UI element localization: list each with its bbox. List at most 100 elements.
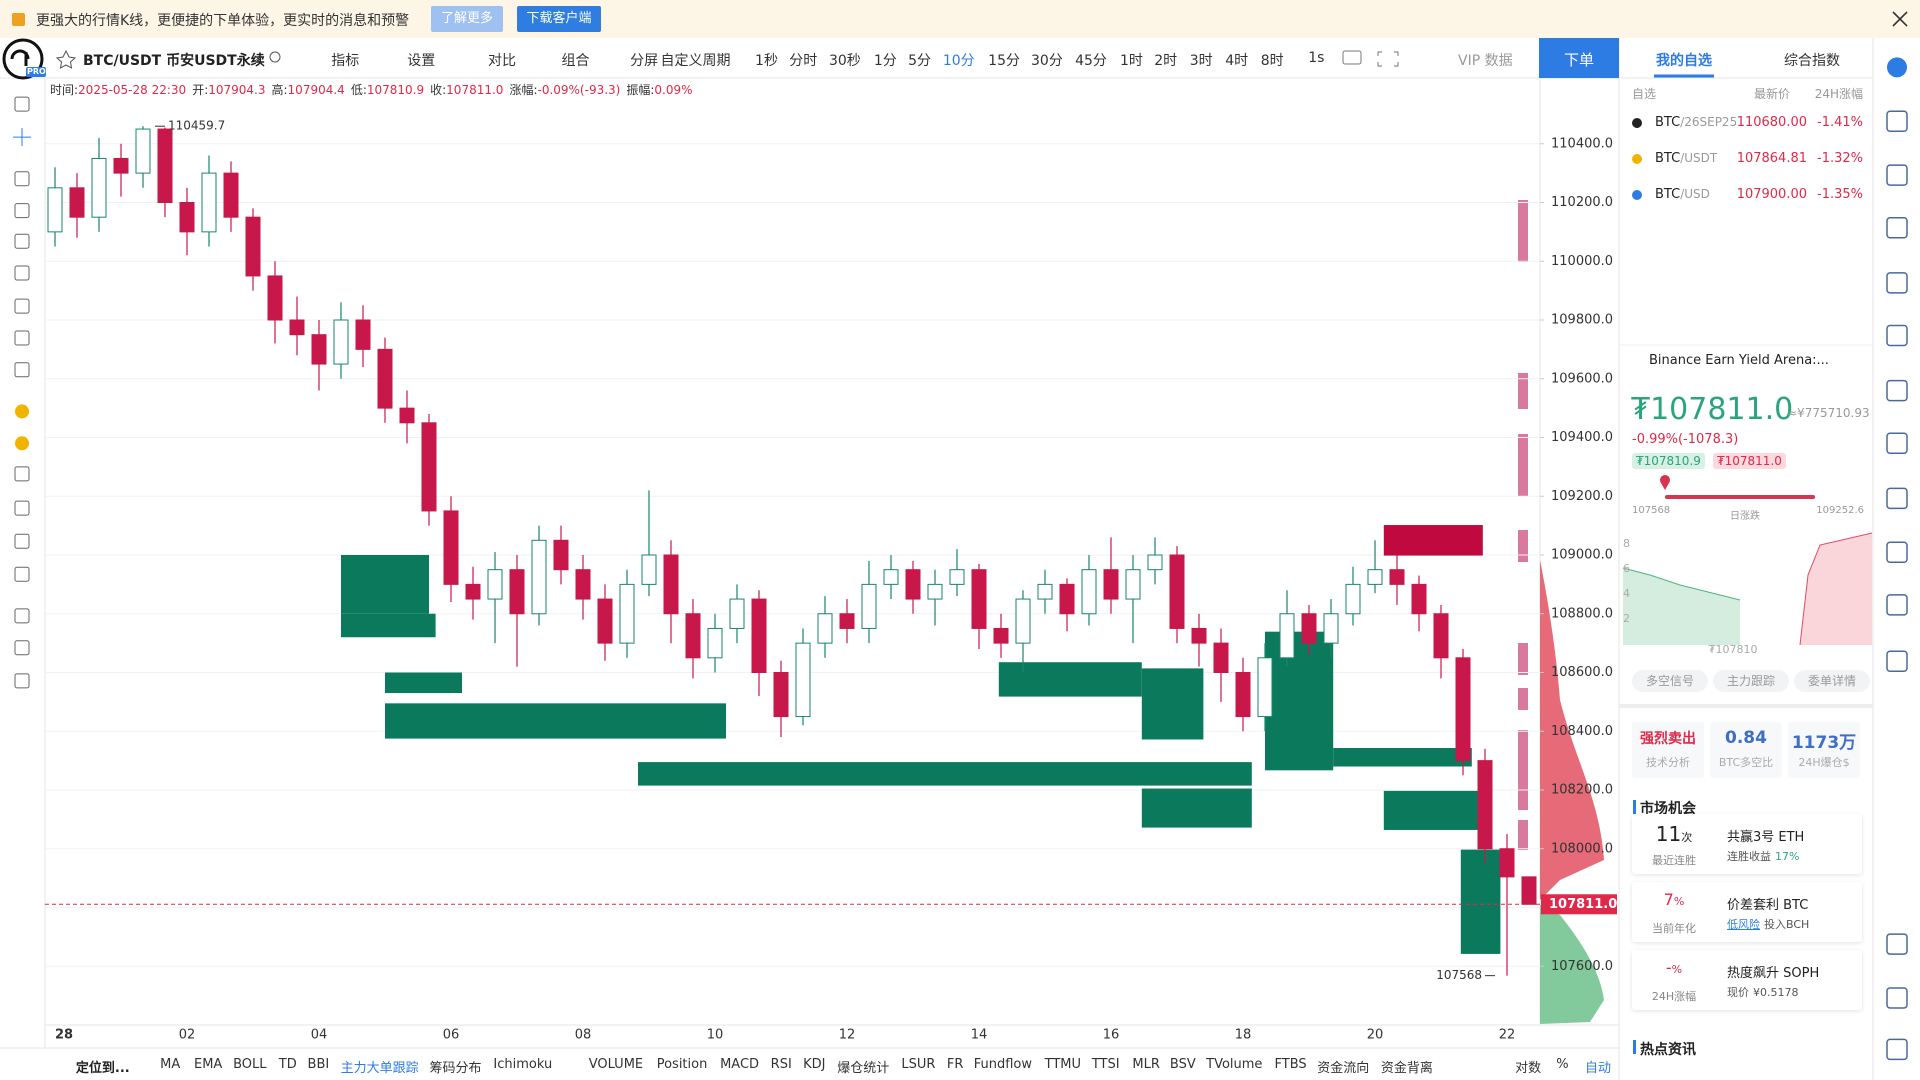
custom-period[interactable]: 自定义周期 bbox=[660, 53, 731, 69]
stat-card[interactable]: 强烈卖出 技术分析 bbox=[1632, 722, 1704, 778]
indicator-option[interactable]: BBI bbox=[307, 1057, 330, 1072]
side-icon[interactable] bbox=[1887, 57, 1907, 78]
side-icon[interactable] bbox=[1886, 164, 1908, 186]
indicator-option[interactable]: Ichimoku bbox=[493, 1057, 553, 1072]
indicator-option[interactable]: TD bbox=[278, 1057, 297, 1072]
indicator-option[interactable]: 爆仓统计 bbox=[837, 1061, 890, 1076]
tool-icon[interactable] bbox=[14, 640, 30, 656]
stat-card[interactable]: 0.84 BTC多空比 bbox=[1710, 722, 1782, 778]
star-icon[interactable] bbox=[55, 49, 77, 69]
stat-card[interactable]: 1173万 24H爆仓$ bbox=[1788, 722, 1860, 778]
indicator-option[interactable]: MACD bbox=[720, 1057, 760, 1072]
order-button-bg[interactable] bbox=[1539, 38, 1619, 78]
side-icon[interactable] bbox=[1886, 379, 1908, 402]
chart-control[interactable]: 对数 bbox=[1515, 1061, 1542, 1076]
camera-icon[interactable] bbox=[1342, 50, 1362, 65]
vip-data[interactable]: VIP 数据 bbox=[1457, 53, 1513, 69]
tool-icon[interactable] bbox=[14, 203, 30, 219]
side-icon[interactable] bbox=[1886, 110, 1908, 132]
signal-button[interactable]: 委单详情 bbox=[1794, 670, 1870, 692]
period-option[interactable]: 3时 bbox=[1189, 53, 1213, 69]
tool-icon[interactable] bbox=[14, 330, 30, 346]
news-ticker[interactable]: Binance Earn Yield Arena:... bbox=[1649, 353, 1829, 368]
order-button[interactable]: 下单 bbox=[1563, 51, 1595, 69]
toolbar-tool[interactable]: 分屏 bbox=[630, 53, 659, 69]
period-option[interactable]: 1分 bbox=[873, 53, 897, 69]
side-icon[interactable] bbox=[1886, 594, 1908, 616]
side-icon[interactable] bbox=[1886, 272, 1908, 294]
opportunity-card[interactable]: -% 24H涨幅 热度飙升 SOPH 现价 ¥0.5178 bbox=[1632, 950, 1862, 1010]
tool-icon[interactable] bbox=[14, 566, 30, 582]
side-icon[interactable] bbox=[1886, 1038, 1908, 1061]
toolbar-tool[interactable]: 设置 bbox=[407, 53, 436, 69]
period-option[interactable]: 15分 bbox=[988, 53, 1020, 69]
side-icon[interactable] bbox=[1886, 650, 1908, 672]
indicator-option[interactable]: TTSI bbox=[1091, 1057, 1120, 1072]
watchlist-tab[interactable]: 我的自选 bbox=[1656, 53, 1712, 69]
period-option[interactable]: 4时 bbox=[1225, 53, 1249, 69]
toolbar-tool[interactable]: 对比 bbox=[488, 53, 517, 69]
side-icon[interactable] bbox=[1886, 987, 1908, 1009]
search-icon[interactable] bbox=[269, 51, 281, 63]
period-option[interactable]: 分时 bbox=[789, 53, 818, 69]
period-option[interactable]: 45分 bbox=[1075, 53, 1107, 69]
interval[interactable]: 1s bbox=[1308, 50, 1325, 66]
indicator-option[interactable]: VOLUME bbox=[588, 1057, 644, 1072]
period-option[interactable]: 5分 bbox=[908, 53, 932, 69]
indicator-option[interactable]: RSI bbox=[770, 1057, 792, 1072]
download-button[interactable]: 下载客户端 bbox=[517, 6, 601, 32]
indicator-option[interactable]: Fundflow bbox=[973, 1057, 1032, 1072]
opportunity-card[interactable]: 7% 当前年化 价差套利 BTC 低风险 投入BCH bbox=[1632, 882, 1862, 942]
tool-icon[interactable] bbox=[14, 298, 30, 314]
tool-icon[interactable] bbox=[14, 500, 30, 516]
tool-icon[interactable] bbox=[15, 436, 29, 451]
indicator-option[interactable]: FR bbox=[946, 1057, 964, 1072]
tool-icon[interactable] bbox=[13, 128, 31, 147]
close-icon[interactable] bbox=[1892, 11, 1908, 27]
symbol[interactable]: BTC/USDT 币安USDT永续 bbox=[83, 53, 265, 69]
watchlist-filter[interactable]: 自选 bbox=[1632, 87, 1657, 101]
indicator-option[interactable]: 资金背离 bbox=[1380, 1061, 1433, 1076]
indicator-option[interactable]: MLR bbox=[1132, 1057, 1160, 1072]
signal-button[interactable]: 多空信号 bbox=[1632, 670, 1708, 692]
period-option[interactable]: 10分 bbox=[942, 53, 975, 69]
period-option[interactable]: 1时 bbox=[1119, 53, 1143, 69]
period-option[interactable]: 1秒 bbox=[755, 53, 778, 69]
side-icon[interactable] bbox=[1886, 541, 1908, 563]
toolbar-tool[interactable]: 组合 bbox=[561, 53, 590, 69]
tool-icon[interactable] bbox=[14, 533, 30, 549]
chart-control[interactable]: % bbox=[1556, 1057, 1569, 1072]
tool-icon[interactable] bbox=[14, 265, 30, 281]
side-icon[interactable] bbox=[1886, 487, 1908, 510]
period-option[interactable]: 30分 bbox=[1031, 53, 1063, 69]
locate-button[interactable]: 定位到... bbox=[75, 1061, 130, 1076]
tool-icon[interactable] bbox=[14, 171, 30, 187]
tool-icon[interactable] bbox=[14, 233, 30, 249]
indicator-option[interactable]: FTBS bbox=[1274, 1057, 1307, 1072]
indicator-option[interactable]: TVolume bbox=[1206, 1057, 1263, 1072]
toolbar-tool[interactable]: 指标 bbox=[331, 53, 360, 69]
watchlist-symbol[interactable]: BTC/USDT bbox=[1655, 151, 1717, 166]
tool-icon[interactable] bbox=[14, 608, 30, 624]
fullscreen-icon[interactable] bbox=[1377, 51, 1399, 67]
indicator-option[interactable]: 资金流向 bbox=[1317, 1061, 1370, 1076]
period-option[interactable]: 30秒 bbox=[828, 53, 861, 69]
tool-icon[interactable] bbox=[15, 404, 29, 419]
indicator-option[interactable]: BOLL bbox=[233, 1057, 267, 1072]
indicator-option[interactable]: LSUR bbox=[901, 1057, 936, 1072]
period-option[interactable]: 8时 bbox=[1260, 53, 1284, 69]
indicator-option[interactable]: EMA bbox=[193, 1057, 223, 1072]
watchlist-tab[interactable]: 综合指数 bbox=[1784, 53, 1840, 69]
indicator-option[interactable]: TTMU bbox=[1044, 1057, 1082, 1072]
learn-more-button[interactable]: 了解更多 bbox=[431, 6, 503, 32]
side-icon[interactable] bbox=[1886, 324, 1908, 347]
tool-icon[interactable] bbox=[14, 466, 30, 482]
side-icon[interactable] bbox=[1886, 217, 1908, 239]
side-icon[interactable] bbox=[1886, 432, 1908, 455]
tool-icon[interactable] bbox=[14, 673, 30, 689]
indicator-option[interactable]: 主力大单跟踪 bbox=[340, 1061, 419, 1076]
period-option[interactable]: 2时 bbox=[1154, 53, 1178, 69]
tool-icon[interactable] bbox=[14, 96, 30, 112]
chart-control[interactable]: 自动 bbox=[1584, 1061, 1611, 1076]
indicator-option[interactable]: KDJ bbox=[803, 1057, 826, 1072]
